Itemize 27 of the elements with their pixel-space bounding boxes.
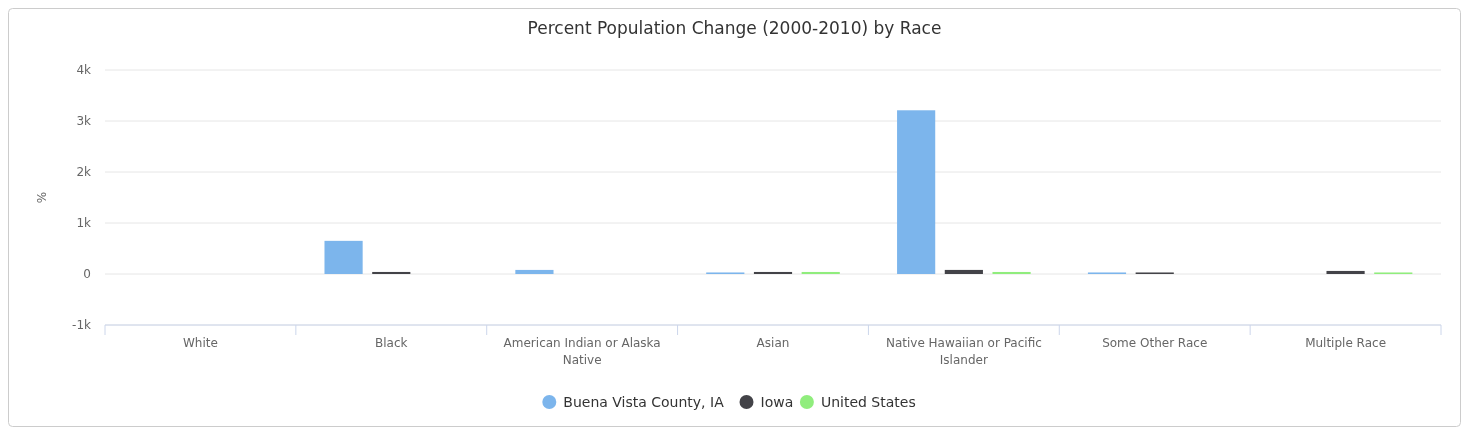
bar (897, 110, 936, 274)
x-tick-label: American Indian or Alaska Native (503, 336, 661, 367)
bar (801, 271, 840, 274)
x-tick-label: Some Other Race (1102, 336, 1208, 350)
x-tick-label: Native Hawaiian or Pacific Islander (885, 336, 1042, 367)
y-tick-label: 1k (76, 216, 92, 230)
bar (753, 271, 793, 274)
legend-label: Iowa (760, 394, 794, 410)
bar (515, 269, 554, 274)
chart-title: Percent Population Change (2000-2010) by Race (527, 18, 942, 38)
legend-label: United States (820, 394, 916, 410)
x-tick-label: Multiple Race (1305, 336, 1387, 350)
x-tick-label: White (182, 336, 218, 350)
y-tick-label: 2k (76, 165, 92, 179)
bar (1326, 270, 1365, 274)
y-tick-label: 4k (76, 63, 92, 77)
bar (324, 240, 363, 274)
legend-label: Buena Vista County, IA (563, 394, 725, 410)
bar (992, 271, 1031, 274)
y-tick-label: 0 (83, 267, 91, 281)
x-tick-label: Asian (756, 336, 790, 350)
x-tick-label: Black (375, 336, 408, 350)
y-tick-label: -1k (72, 318, 92, 332)
y-axis-title: % (35, 191, 49, 204)
bar (372, 271, 411, 274)
bar (944, 269, 983, 274)
y-tick-label: 3k (76, 114, 92, 128)
